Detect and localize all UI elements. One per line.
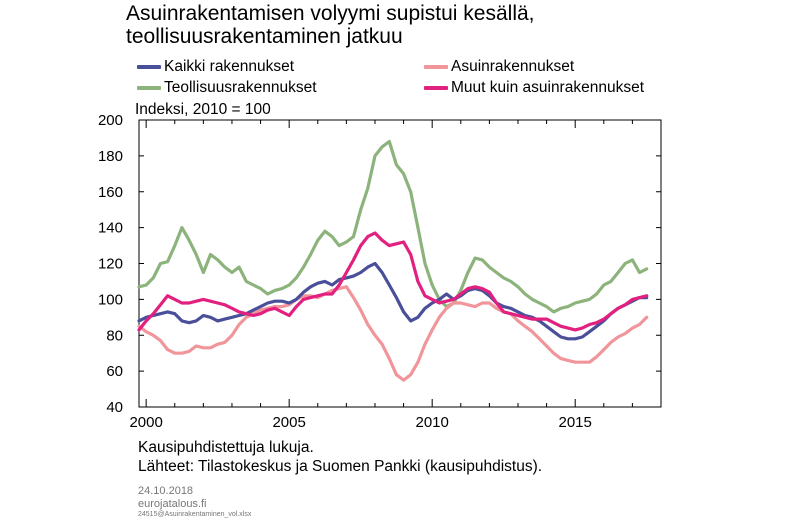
note-text: Kausipuhdistettuja lukuja.: [138, 439, 314, 456]
series-line-0: [137, 261, 649, 341]
y-tick-label: 100: [98, 291, 123, 308]
chart-title-line1: Asuinrakentamisen volyymi supistui kesäl…: [126, 2, 535, 25]
legend-label-teollisuus: Teollisuusrakennukset: [164, 79, 317, 96]
x-tick-label: 2015: [559, 414, 592, 431]
legend-swatch-muut: [424, 86, 448, 90]
y-axis-label: Indeksi, 2010 = 100: [135, 101, 271, 118]
chart-title: Asuinrakentamisen volyymi supistui kesäl…: [126, 2, 535, 48]
chart-title-line2: teollisuusrakentaminen jatkuu: [126, 25, 403, 48]
legend-swatch-teollisuus: [137, 86, 161, 90]
x-tick-label: 2010: [415, 414, 448, 431]
x-tick-label: 2000: [129, 414, 162, 431]
y-tick-label: 160: [98, 184, 123, 201]
y-tick-label: 200: [98, 112, 123, 129]
legend-label-kaikki: Kaikki rakennukset: [164, 58, 295, 75]
publish-date: 24.10.2018: [138, 485, 194, 497]
y-tick-label: 80: [106, 327, 123, 344]
series-line-2: [137, 139, 649, 314]
chart-axes: 40 60 80 100 120 140 160 180 200 2000 2005 2010 2015: [98, 112, 662, 431]
series-line-1: [137, 285, 649, 382]
y-tick-label: 40: [106, 399, 123, 416]
y-tick-label: 60: [106, 363, 123, 380]
legend-swatch-kaikki: [137, 65, 161, 69]
chart-series: [137, 139, 649, 382]
x-tick-label: 2005: [272, 414, 305, 431]
plot-frame: [138, 119, 662, 408]
y-tick-label: 180: [98, 148, 123, 165]
sources-text: Lähteet: Tilastokeskus ja Suomen Pankki …: [138, 458, 543, 475]
file-id: 24515@Asuinrakentaminen_vol.xlsx: [138, 511, 252, 518]
series-line-3: [137, 231, 649, 332]
site-name: eurojatalous.fi: [138, 498, 207, 510]
y-tick-label: 120: [98, 256, 123, 273]
y-tick-label: 140: [98, 220, 123, 237]
legend-label-asuin: Asuinrakennukset: [451, 58, 575, 75]
legend-label-muut: Muut kuin asuinrakennukset: [451, 79, 645, 96]
legend-swatch-asuin: [424, 65, 448, 69]
